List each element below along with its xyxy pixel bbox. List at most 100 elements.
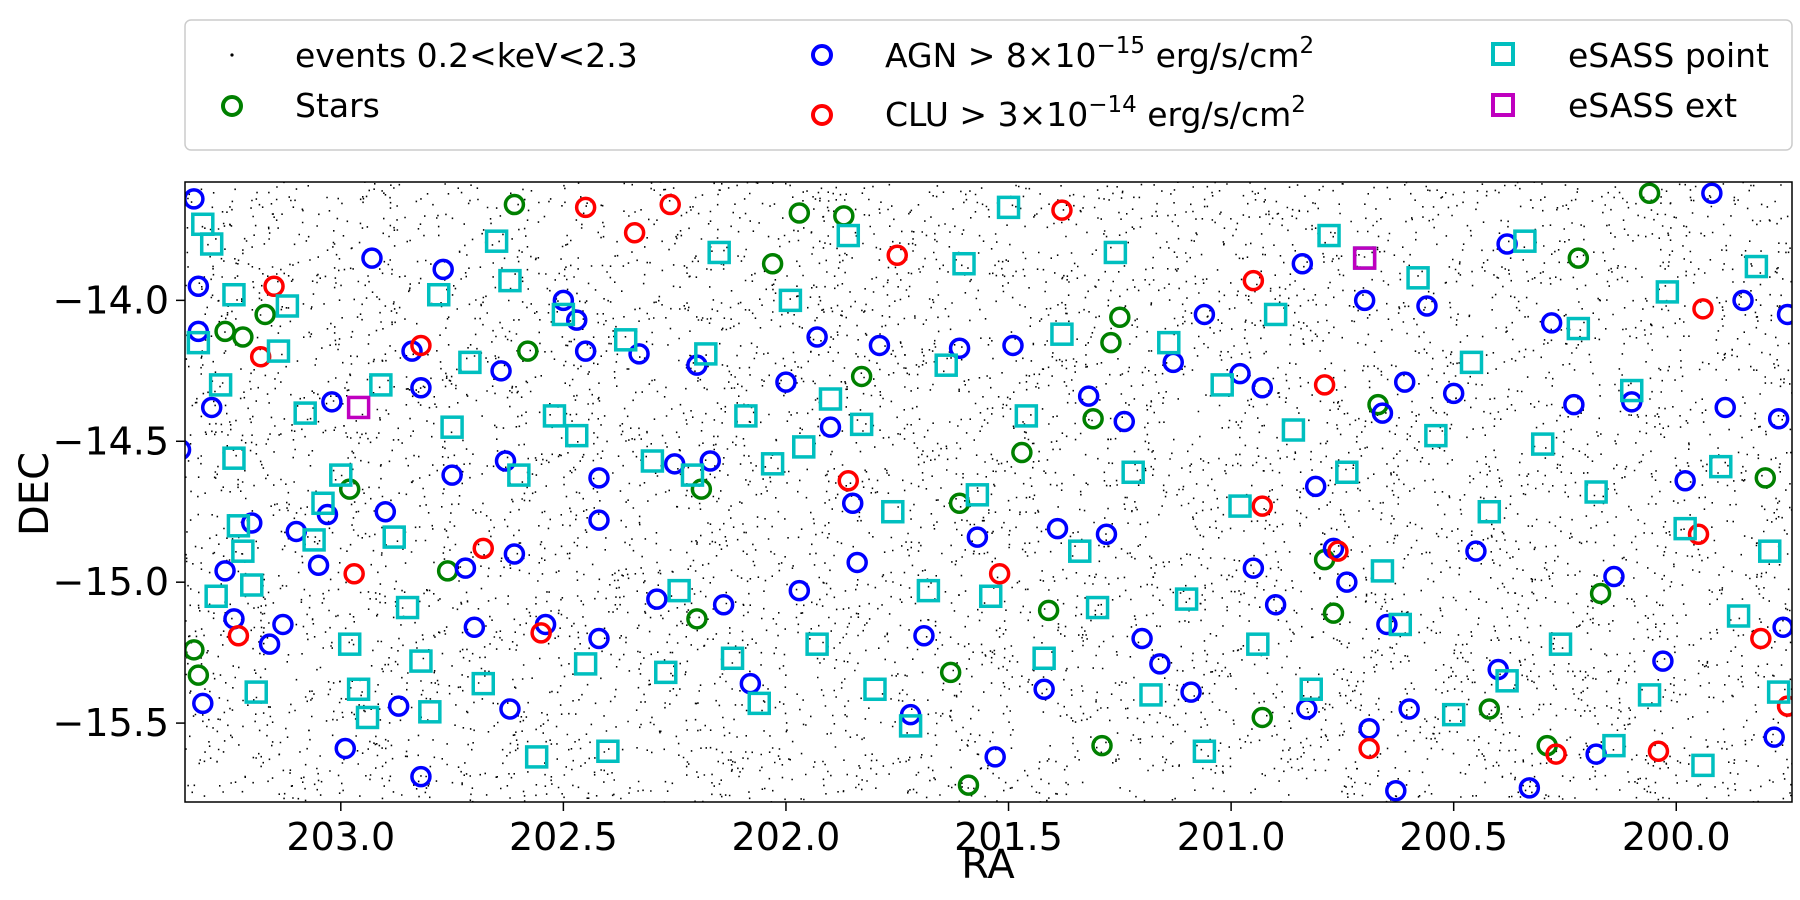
- agn-marker: [1732, 289, 1754, 312]
- legend-marker-events: [230, 53, 234, 57]
- esass-ext-marker: [346, 395, 371, 420]
- agn-marker: [241, 512, 263, 534]
- agn-marker: [307, 554, 330, 577]
- esass-point-marker: [186, 330, 211, 355]
- agn-marker: [574, 340, 597, 362]
- star-marker: [503, 193, 526, 216]
- esass-point-marker: [747, 691, 771, 716]
- agn-marker: [1652, 650, 1674, 672]
- agn-marker: [1113, 410, 1136, 433]
- agn-marker: [1767, 407, 1790, 430]
- esass-point-marker: [1584, 480, 1608, 504]
- clu-marker: [1051, 199, 1073, 221]
- x-tick-label: 202.5: [509, 815, 618, 859]
- agn-marker: [494, 450, 517, 472]
- clu-marker: [1327, 540, 1349, 562]
- star-marker: [436, 560, 459, 582]
- esass-point-marker: [231, 539, 255, 563]
- esass-point-marker: [863, 677, 887, 702]
- clu-marker: [623, 221, 646, 244]
- esass-point-marker: [244, 680, 268, 704]
- agn-marker: [552, 289, 575, 312]
- agn-marker: [1674, 469, 1696, 492]
- agn-marker: [1465, 540, 1487, 562]
- esass-point-marker: [551, 302, 576, 327]
- legend-marker-stars: [221, 95, 243, 117]
- agn-marker: [1095, 523, 1118, 546]
- clu-marker: [837, 469, 860, 492]
- agn-marker: [628, 343, 650, 365]
- agn-marker: [1002, 334, 1024, 357]
- esass-point-marker: [1335, 460, 1359, 485]
- clu-marker: [886, 244, 908, 267]
- esass-point-marker: [426, 282, 451, 307]
- agn-marker: [712, 593, 735, 616]
- esass-point-marker: [1157, 330, 1181, 355]
- clu-marker: [1251, 495, 1274, 517]
- esass-point-marker: [1566, 316, 1591, 341]
- star-marker: [761, 252, 784, 275]
- esass-point-marker: [369, 373, 393, 397]
- agn-marker: [334, 737, 357, 760]
- agn-marker: [841, 492, 864, 515]
- esass-point-marker: [1174, 587, 1199, 611]
- clu-marker: [1313, 374, 1336, 396]
- agn-marker: [185, 188, 205, 210]
- clu-marker: [1750, 627, 1772, 650]
- esass-point-marker: [836, 223, 861, 248]
- legend-marker-clu: [811, 104, 833, 126]
- agn-marker: [499, 698, 521, 720]
- esass-point-marker: [1192, 739, 1217, 764]
- agn-marker: [1563, 393, 1585, 416]
- agn-marker: [361, 247, 383, 269]
- esass-point-marker: [1673, 516, 1697, 541]
- esass-point-marker: [778, 288, 803, 313]
- agn-marker: [1772, 616, 1792, 639]
- agn-marker: [1131, 627, 1153, 650]
- esass-point-marker: [680, 463, 705, 487]
- esass-point-marker: [1299, 677, 1323, 702]
- agn-marker: [1714, 396, 1736, 419]
- clu-marker: [530, 622, 552, 644]
- esass-point-marker: [667, 578, 691, 603]
- star-marker: [1082, 407, 1104, 430]
- clu-marker: [472, 537, 495, 560]
- agn-marker: [1242, 557, 1265, 579]
- agn-marker: [699, 450, 722, 472]
- esass-point-marker: [881, 499, 905, 524]
- esass-point-marker: [792, 435, 816, 459]
- esass-point-marker: [654, 660, 678, 685]
- star-marker: [187, 664, 210, 686]
- x-axis: 203.0 202.5 202.0 201.5 201.0 200.5 200.0: [286, 802, 1731, 859]
- agn-marker: [1046, 517, 1069, 540]
- esass-point-marker: [1424, 423, 1448, 448]
- legend-label-esass-point: eSASS point: [1568, 36, 1769, 75]
- esass-point-marker: [1050, 322, 1074, 346]
- esass-point-marker: [208, 373, 233, 397]
- legend-frame: [184, 19, 1793, 151]
- esass-point-marker: [818, 387, 843, 411]
- y-tick-label: −15.5: [53, 701, 169, 745]
- legend-marker-esass-ext: [1491, 93, 1515, 117]
- y-axis-label: DEC: [12, 452, 58, 536]
- agn-marker: [1603, 565, 1625, 588]
- agn-marker: [1763, 726, 1785, 748]
- agn-marker: [374, 500, 397, 523]
- agn-marker: [503, 543, 526, 565]
- esass-point-marker: [965, 483, 990, 507]
- esass-point-marker: [524, 745, 549, 769]
- esass-point-marker: [1619, 378, 1644, 403]
- esass-point-marker: [240, 573, 264, 597]
- esass-point-marker: [222, 282, 246, 307]
- esass-point-marker: [1032, 646, 1056, 671]
- agn-marker: [441, 464, 463, 486]
- star-marker: [788, 202, 811, 224]
- esass-point-marker: [1370, 559, 1395, 583]
- esass-point-marker: [849, 412, 874, 437]
- esass-point-marker: [1228, 494, 1252, 518]
- esass-point-marker: [1121, 460, 1145, 485]
- esass-point-marker: [1766, 680, 1791, 704]
- agn-marker: [788, 579, 811, 602]
- esass-point-marker: [1085, 595, 1110, 620]
